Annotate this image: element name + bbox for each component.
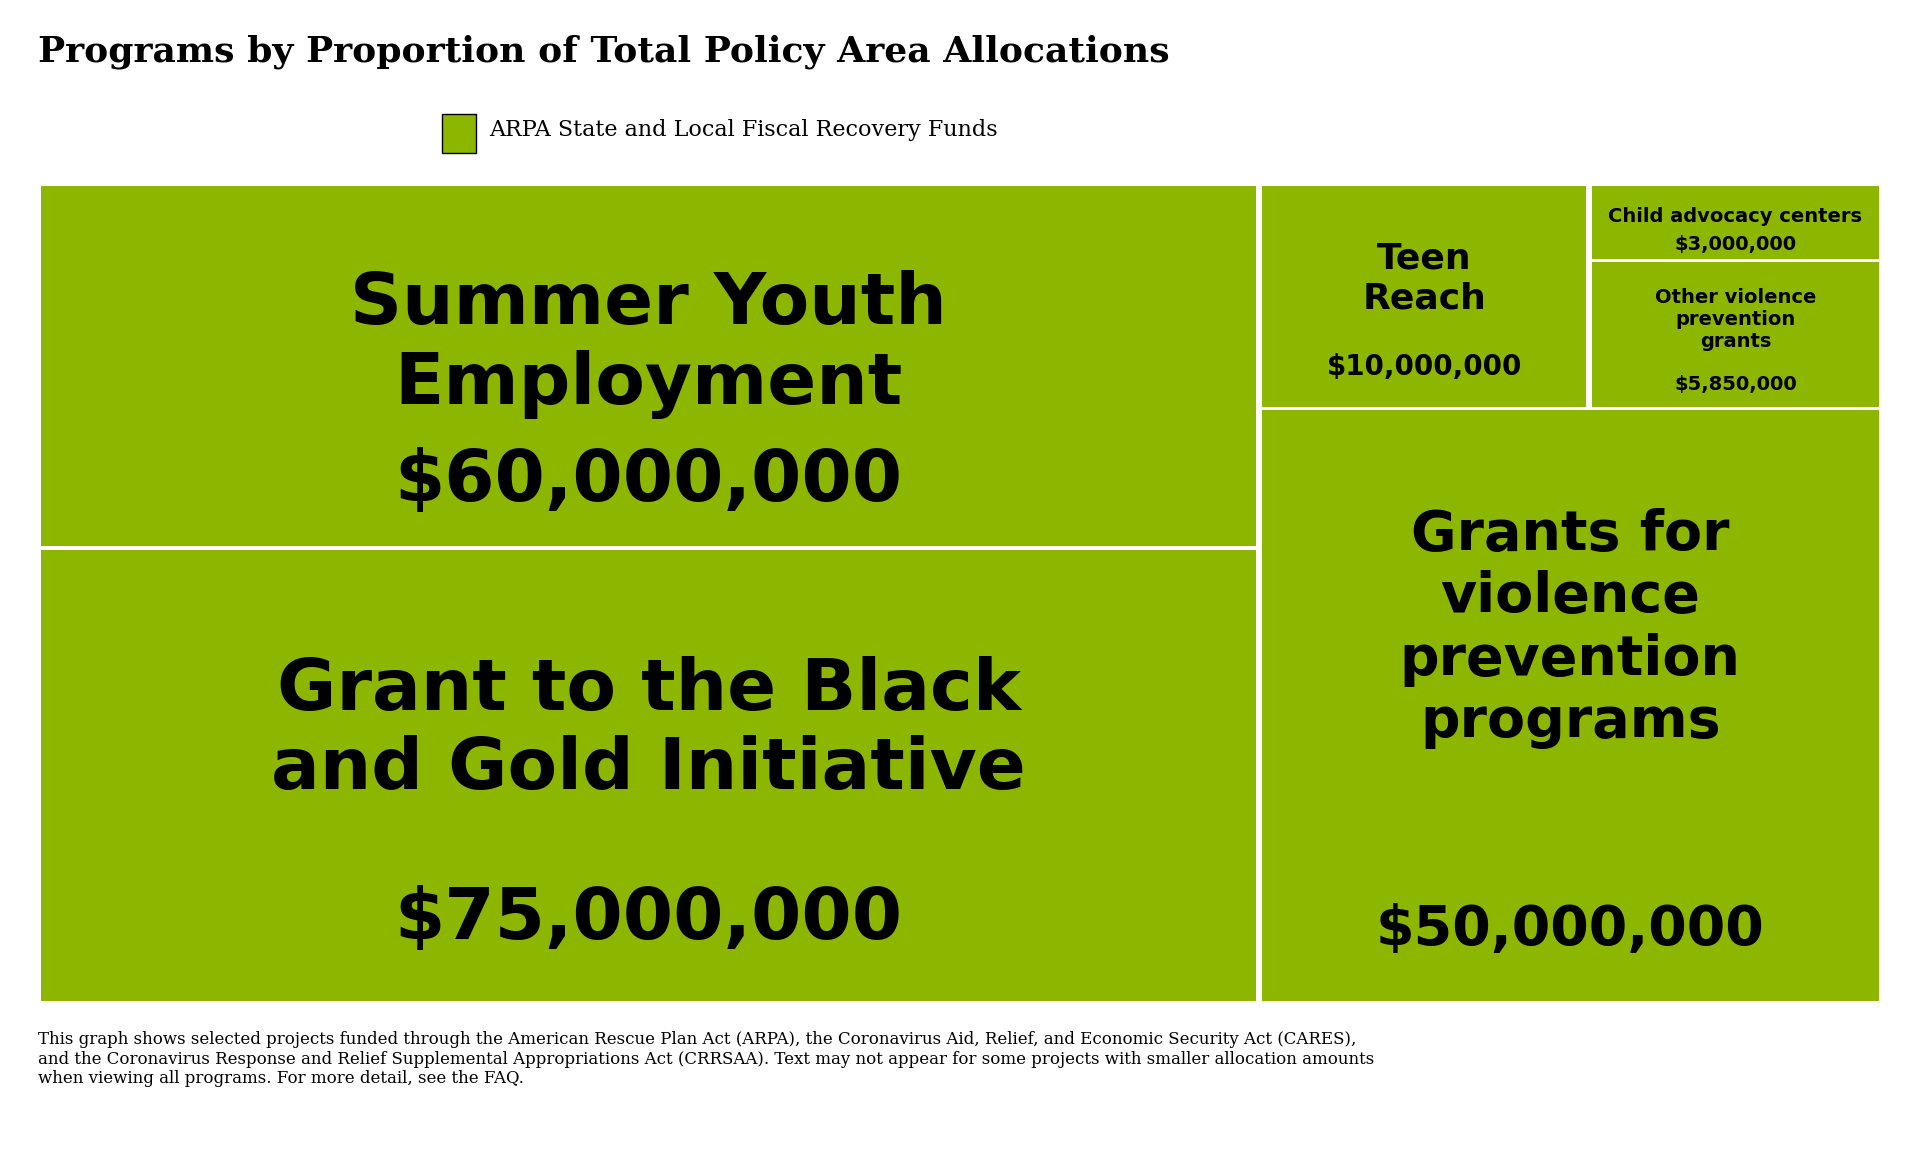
- Text: $50,000,000: $50,000,000: [1377, 903, 1764, 956]
- Text: Grant to the Black
and Gold Initiative: Grant to the Black and Gold Initiative: [271, 655, 1025, 804]
- Text: $60,000,000: $60,000,000: [396, 447, 902, 516]
- Text: Other violence
prevention
grants: Other violence prevention grants: [1655, 288, 1816, 351]
- Text: Child advocacy centers: Child advocacy centers: [1609, 207, 1862, 226]
- Text: $10,000,000: $10,000,000: [1327, 353, 1523, 381]
- Text: Teen
Reach: Teen Reach: [1363, 242, 1486, 316]
- Text: Programs by Proportion of Total Policy Area Allocations: Programs by Proportion of Total Policy A…: [38, 35, 1169, 69]
- Text: ARPA State and Local Fiscal Recovery Funds: ARPA State and Local Fiscal Recovery Fun…: [490, 119, 998, 142]
- Text: $5,850,000: $5,850,000: [1674, 376, 1797, 394]
- Text: This graph shows selected projects funded through the American Rescue Plan Act (: This graph shows selected projects funde…: [38, 1031, 1375, 1087]
- Text: $3,000,000: $3,000,000: [1674, 235, 1797, 253]
- Text: $75,000,000: $75,000,000: [396, 885, 902, 954]
- Text: Grants for
violence
prevention
programs: Grants for violence prevention programs: [1400, 508, 1741, 749]
- Text: Summer Youth
Employment: Summer Youth Employment: [349, 270, 947, 419]
